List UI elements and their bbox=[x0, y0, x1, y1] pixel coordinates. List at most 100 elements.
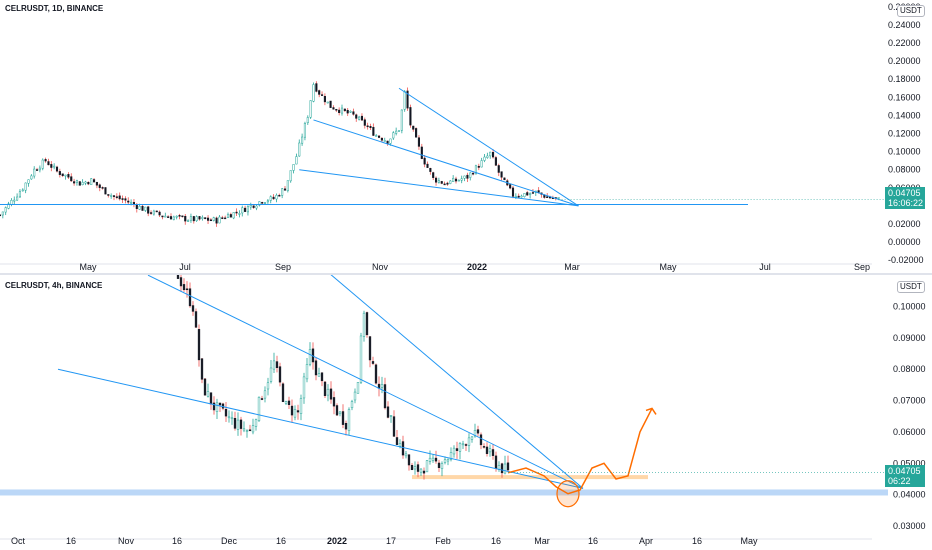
candle-body bbox=[416, 464, 420, 472]
candle-body bbox=[275, 194, 278, 200]
candle-body bbox=[7, 203, 10, 209]
x-tick-label: 2022 bbox=[467, 262, 487, 272]
chart-daily-countdown: 16:06:22 bbox=[888, 198, 924, 208]
y-tick-label: 0.07000 bbox=[893, 396, 926, 406]
candle-body bbox=[309, 100, 312, 118]
y-tick-label: 0.08000 bbox=[888, 165, 921, 175]
candle-body bbox=[272, 196, 275, 200]
chart-4h[interactable]: 0.10000 0.09000 0.08000 0.07000 0.06000 0.050… bbox=[0, 275, 932, 550]
candle-body bbox=[155, 210, 158, 213]
candle-body bbox=[537, 190, 540, 193]
chart-daily[interactable]: 0.260000.240000.220000.200000.180000.160… bbox=[0, 0, 932, 275]
candle-body bbox=[218, 402, 222, 406]
candle-body bbox=[204, 217, 207, 220]
candle-body bbox=[232, 212, 235, 219]
y-tick-label: 0.12000 bbox=[888, 129, 921, 139]
candle-body bbox=[386, 140, 389, 144]
candle-body bbox=[503, 463, 507, 474]
candle-body bbox=[121, 198, 124, 200]
candle-body bbox=[434, 457, 438, 462]
candle-body bbox=[241, 207, 244, 214]
candle-body bbox=[175, 215, 178, 218]
candle-body bbox=[81, 182, 84, 185]
candle-body bbox=[463, 175, 466, 179]
x-tick-label: Feb bbox=[435, 536, 451, 546]
candle-body bbox=[520, 195, 523, 198]
x-tick-label: 2022 bbox=[327, 536, 347, 546]
candle-body bbox=[472, 172, 475, 175]
candle-body bbox=[1, 211, 4, 216]
candle-body bbox=[164, 215, 167, 218]
pane-divider[interactable] bbox=[0, 273, 932, 275]
candle-body bbox=[363, 119, 366, 126]
candle-body bbox=[229, 214, 232, 218]
candle-body bbox=[64, 174, 67, 177]
y-tick-label: 0.24000 bbox=[888, 20, 921, 30]
candle-body bbox=[474, 165, 477, 175]
candle-body bbox=[332, 107, 335, 110]
candle-body bbox=[511, 187, 515, 197]
candle-body bbox=[130, 201, 133, 204]
candle-body bbox=[432, 172, 435, 178]
chart-daily-unit[interactable]: USDT bbox=[897, 5, 925, 17]
candle-body bbox=[215, 217, 218, 224]
candle-body bbox=[422, 470, 426, 474]
candle-body bbox=[404, 453, 408, 457]
candle-body bbox=[189, 216, 192, 221]
candle-body bbox=[18, 191, 21, 198]
candle-body bbox=[466, 174, 469, 179]
y-tick-label: 0.10000 bbox=[893, 302, 926, 312]
candle-body bbox=[207, 217, 210, 221]
candle-body bbox=[409, 107, 412, 126]
chart-4h-canvas[interactable]: 0.10000 0.09000 0.08000 0.07000 0.06000 0.050… bbox=[0, 275, 932, 550]
candle-body bbox=[248, 429, 252, 432]
candle-body bbox=[263, 390, 267, 399]
candle-body bbox=[185, 288, 189, 291]
candle-body bbox=[435, 177, 438, 183]
candle-body bbox=[467, 437, 471, 446]
candle-body bbox=[144, 206, 147, 211]
candle-body bbox=[278, 194, 281, 197]
candle-body bbox=[392, 132, 395, 139]
candle-body bbox=[517, 195, 520, 198]
candle-body bbox=[429, 168, 432, 172]
x-tick-label: 16 bbox=[172, 536, 182, 546]
candle-body bbox=[428, 457, 432, 462]
candle-body bbox=[272, 360, 276, 370]
candle-body bbox=[289, 170, 292, 182]
x-tick-label: 16 bbox=[588, 536, 598, 546]
candle-body bbox=[415, 128, 418, 138]
candle-body bbox=[419, 468, 423, 473]
candle-body bbox=[261, 202, 264, 204]
candle-body bbox=[182, 284, 186, 291]
chart-daily-canvas[interactable]: 0.260000.240000.220000.200000.180000.160… bbox=[0, 0, 932, 275]
candle-body bbox=[338, 109, 341, 113]
candle-body bbox=[127, 200, 130, 203]
candle-body bbox=[179, 277, 183, 287]
candle-body bbox=[152, 210, 155, 215]
candle-body bbox=[245, 430, 249, 432]
candle-body bbox=[378, 135, 381, 138]
x-tick-label: Nov bbox=[372, 262, 389, 272]
candle-body bbox=[158, 211, 161, 216]
candle-body bbox=[191, 305, 195, 312]
candle-body bbox=[483, 156, 486, 161]
candle-body bbox=[181, 215, 184, 218]
candle-body bbox=[494, 455, 498, 469]
candle-body bbox=[242, 428, 246, 431]
candle-body bbox=[38, 167, 41, 171]
candle-body bbox=[212, 402, 216, 411]
y-tick-label: 0.09000 bbox=[893, 333, 926, 343]
x-tick-label: Nov bbox=[118, 536, 135, 546]
breakout-circle bbox=[556, 480, 580, 508]
candle-body bbox=[90, 178, 93, 185]
y-tick-label: 0.18000 bbox=[888, 74, 921, 84]
candle-body bbox=[360, 115, 363, 121]
candle-body bbox=[135, 204, 138, 209]
candle-body bbox=[423, 157, 426, 165]
candle-body bbox=[283, 188, 287, 191]
chart-4h-unit[interactable]: USDT bbox=[897, 281, 925, 293]
candle-body bbox=[138, 205, 141, 210]
candle-body bbox=[75, 180, 79, 183]
candle-body bbox=[395, 130, 398, 134]
